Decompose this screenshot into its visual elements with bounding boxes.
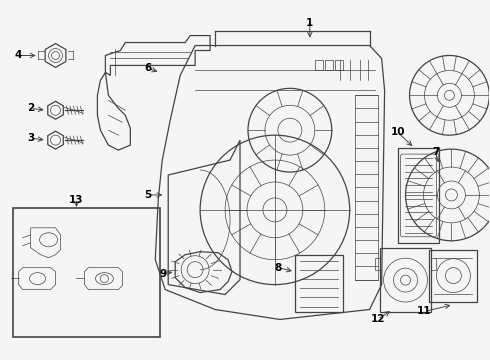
Bar (355, 95, 378, 280)
Text: 1: 1 (306, 18, 314, 28)
Bar (397, 148, 440, 243)
Text: 6: 6 (145, 63, 152, 73)
Text: 4: 4 (15, 50, 23, 60)
Bar (380, 248, 432, 312)
Text: 2: 2 (27, 103, 34, 113)
Text: 5: 5 (145, 190, 152, 200)
Text: 12: 12 (370, 314, 385, 324)
Bar (429, 250, 477, 302)
Bar (375, 258, 380, 270)
Text: 10: 10 (391, 127, 405, 137)
Bar (325, 60, 333, 71)
Text: 7: 7 (432, 147, 439, 157)
Text: 9: 9 (160, 269, 167, 279)
Bar (13, 208, 160, 337)
Text: 3: 3 (27, 133, 34, 143)
Text: 13: 13 (69, 195, 84, 205)
Text: 11: 11 (417, 306, 432, 316)
Bar (432, 258, 437, 270)
Bar (335, 60, 343, 71)
Bar (315, 60, 323, 71)
Bar (295, 255, 343, 312)
Text: 8: 8 (274, 263, 282, 273)
